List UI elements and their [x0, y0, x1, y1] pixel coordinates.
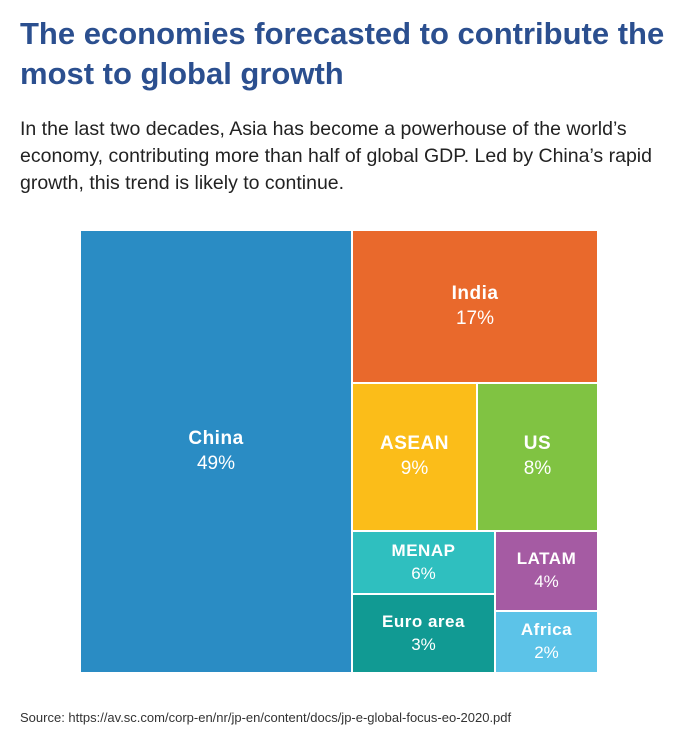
tile-label-india: India: [451, 282, 499, 304]
tile-label-menap: MENAP: [391, 540, 456, 560]
treemap-tile-india: India 17%: [352, 230, 598, 383]
tile-label-china: China: [188, 427, 244, 449]
source-note: Source: https://av.sc.com/corp-en/nr/jp-…: [20, 710, 512, 725]
tile-label-euro-area: Euro area: [382, 611, 465, 631]
chart-subtitle: In the last two decades, Asia has become…: [20, 118, 652, 194]
treemap-tile-us: US 8%: [477, 383, 598, 531]
chart-title: The economies forecasted to contribute t…: [20, 16, 665, 91]
treemap-tile-china: China 49%: [80, 230, 352, 673]
tile-value-menap: 6%: [411, 563, 436, 583]
tile-label-asean: ASEAN: [379, 433, 449, 454]
tile-value-latam: 4%: [534, 572, 559, 591]
tile-value-india: 17%: [455, 307, 495, 329]
treemap-tile-asean: ASEAN 9%: [352, 383, 477, 531]
treemap-chart: China 49% India 17% ASEAN 9% US 8% MENAP 6% LATAM 4…: [80, 230, 598, 673]
treemap-tile-euro-area: Euro area 3%: [352, 594, 495, 673]
treemap-tile-africa: Africa 2%: [495, 611, 598, 673]
tile-value-asean: 9%: [400, 458, 429, 479]
tile-label-africa: Africa: [520, 620, 573, 639]
tile-value-china: 49%: [196, 452, 236, 474]
tile-value-africa: 2%: [534, 643, 559, 662]
treemap-tile-latam: LATAM 4%: [495, 531, 598, 611]
treemap-tile-menap: MENAP 6%: [352, 531, 495, 594]
tile-label-latam: LATAM: [516, 549, 577, 568]
tile-value-us: 8%: [523, 458, 552, 479]
tile-value-euro-area: 3%: [411, 634, 436, 654]
tile-label-us: US: [523, 433, 552, 454]
